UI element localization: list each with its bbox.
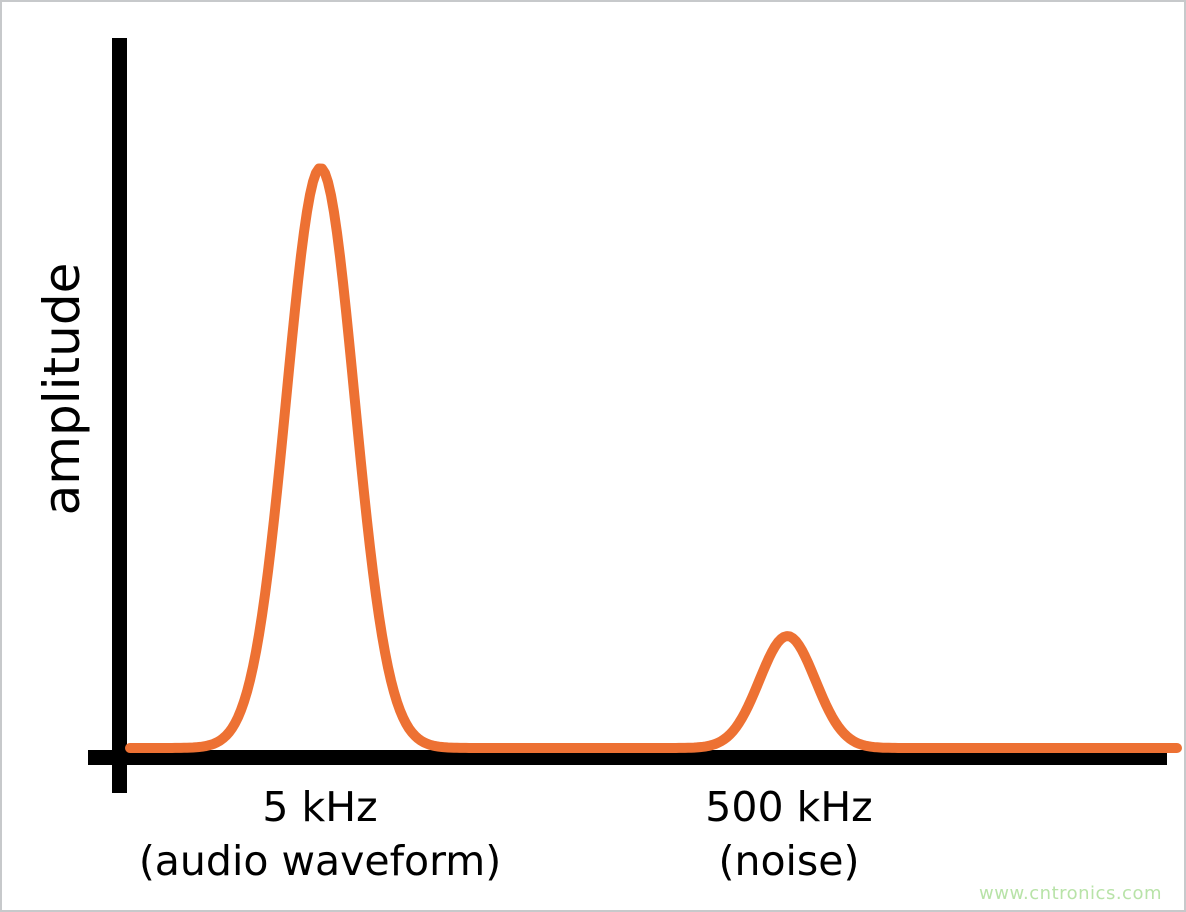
- peak-frequency-label: 5 kHz: [262, 783, 378, 831]
- y-axis-line: [112, 38, 127, 793]
- spectrum-curve: [125, 163, 1182, 753]
- x-axis-line: [88, 750, 1167, 765]
- peak-frequency-label: 500 kHz: [705, 783, 873, 831]
- peak-description-label: (noise): [718, 837, 860, 885]
- peak-description-label: (audio waveform): [138, 837, 502, 885]
- y-axis-label: amplitude: [33, 262, 91, 516]
- peak-label-audio: 5 kHz (audio waveform): [139, 780, 501, 888]
- watermark: www.cntronics.com: [979, 883, 1162, 904]
- peak-label-noise: 500 kHz (noise): [705, 780, 872, 888]
